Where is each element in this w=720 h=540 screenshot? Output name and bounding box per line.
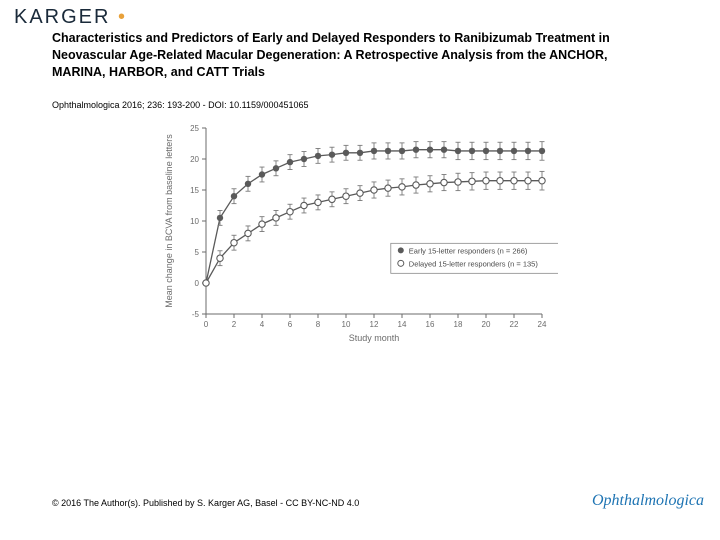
journal-logo: Ophthalmologica — [592, 492, 704, 510]
svg-text:22: 22 — [510, 320, 519, 329]
svg-text:10: 10 — [190, 217, 199, 226]
article-citation: Ophthalmologica 2016; 236: 193-200 - DOI… — [52, 100, 309, 110]
chart-svg: 024681012141618202224-50510152025Study m… — [158, 118, 558, 348]
figure-chart: 024681012141618202224-50510152025Study m… — [158, 118, 558, 353]
svg-text:24: 24 — [538, 320, 547, 329]
svg-text:10: 10 — [342, 320, 351, 329]
svg-text:Early 15-letter responders (n: Early 15-letter responders (n = 266) — [409, 246, 528, 255]
svg-text:Delayed 15-letter responders (: Delayed 15-letter responders (n = 135) — [409, 259, 539, 268]
svg-text:2: 2 — [232, 320, 237, 329]
logo-text: KARGER — [14, 6, 110, 28]
svg-text:6: 6 — [288, 320, 293, 329]
svg-text:18: 18 — [454, 320, 463, 329]
svg-text:Study month: Study month — [349, 333, 400, 343]
copyright-line: © 2016 The Author(s). Published by S. Ka… — [52, 498, 359, 508]
svg-text:15: 15 — [190, 186, 199, 195]
svg-text:14: 14 — [398, 320, 407, 329]
svg-text:4: 4 — [260, 320, 265, 329]
svg-text:0: 0 — [195, 279, 200, 288]
svg-text:12: 12 — [370, 320, 379, 329]
article-title: Characteristics and Predictors of Early … — [52, 30, 642, 81]
publisher-logo: KARGER • — [14, 6, 127, 29]
svg-text:Mean change in BCVA from basel: Mean change in BCVA from baseline letter… — [164, 134, 174, 308]
svg-text:25: 25 — [190, 124, 199, 133]
svg-text:20: 20 — [190, 155, 199, 164]
svg-text:8: 8 — [316, 320, 321, 329]
svg-text:20: 20 — [482, 320, 491, 329]
svg-text:16: 16 — [426, 320, 435, 329]
logo-dot: • — [110, 6, 127, 28]
svg-text:-5: -5 — [192, 310, 200, 319]
svg-text:0: 0 — [204, 320, 209, 329]
svg-text:5: 5 — [195, 248, 200, 257]
